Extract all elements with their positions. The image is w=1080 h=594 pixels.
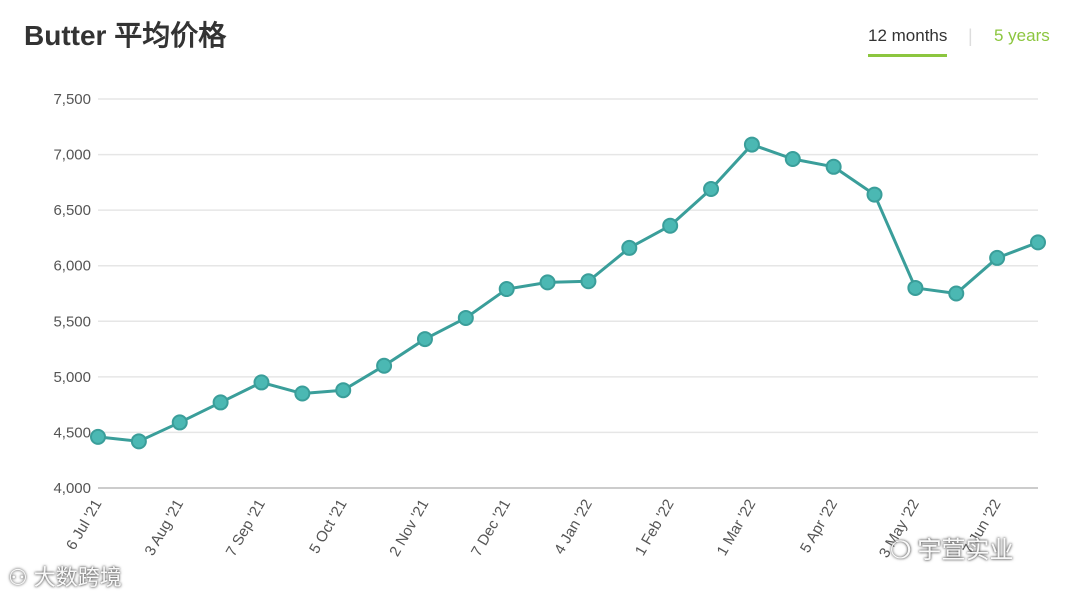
data-point[interactable] — [866, 186, 883, 203]
y-tick-label: 7,000 — [53, 147, 91, 164]
data-point[interactable] — [90, 428, 106, 445]
y-tick-label: 6,500 — [53, 202, 91, 219]
y-tick-label: 4,000 — [53, 480, 91, 497]
y-tick-label: 6,000 — [53, 258, 91, 275]
tab-12-months[interactable]: 12 months — [868, 26, 948, 57]
data-point[interactable] — [130, 433, 147, 450]
data-point[interactable] — [784, 151, 801, 168]
x-tick-label: 1 Feb '22 — [632, 497, 678, 559]
series-line — [97, 143, 1039, 443]
x-tick-label: 5 Oct '21 — [306, 497, 351, 557]
watermark-right: ❍ 宇萱实业 — [890, 536, 1014, 564]
data-point[interactable] — [376, 357, 393, 374]
wechat-icon: ❍ — [890, 536, 912, 564]
data-point[interactable] — [948, 285, 965, 302]
data-point[interactable] — [907, 279, 924, 296]
x-axis-ticks: 6 Jul '21 3 Aug '21 7 Sep '21 5 Oct '21 2 No… — [63, 496, 1005, 560]
range-tabs: 12 months | 5 years — [866, 26, 1066, 66]
y-tick-label: 7,500 — [53, 91, 91, 108]
page-title: Butter 平均价格 — [24, 20, 227, 51]
data-point[interactable] — [212, 394, 229, 411]
data-point[interactable] — [171, 414, 188, 431]
x-tick-label: 7 Sep '21 — [223, 497, 269, 560]
watermark-left: ⚇ 大数跨境 — [8, 566, 122, 591]
data-point[interactable] — [457, 309, 474, 326]
data-point[interactable] — [498, 281, 515, 298]
data-point[interactable] — [539, 274, 556, 291]
x-tick-label: 3 Aug '21 — [141, 497, 187, 559]
data-point[interactable] — [743, 136, 760, 153]
data-point[interactable] — [416, 331, 433, 348]
x-tick-label: 4 Jan '22 — [551, 497, 596, 558]
y-tick-label: 4,500 — [53, 424, 91, 441]
tab-separator: | — [968, 26, 973, 46]
data-point[interactable] — [253, 374, 270, 391]
data-point[interactable] — [825, 158, 842, 175]
y-tick-label: 5,500 — [53, 313, 91, 330]
tab-5-years[interactable]: 5 years — [994, 26, 1050, 45]
grid-lines — [98, 98, 1038, 489]
series-line — [97, 143, 1039, 443]
data-point[interactable] — [294, 385, 311, 402]
x-tick-label: 5 Apr '22 — [797, 497, 841, 556]
data-point[interactable] — [335, 382, 352, 399]
data-point[interactable] — [703, 181, 720, 198]
data-point[interactable] — [662, 217, 679, 234]
x-tick-label: 1 Mar '22 — [714, 497, 760, 559]
series-points — [90, 136, 1046, 450]
data-point[interactable] — [580, 273, 597, 290]
y-tick-label: 5,000 — [53, 369, 91, 386]
data-point[interactable] — [1030, 234, 1046, 251]
y-axis-ticks: 4,000 4,500 5,000 5,500 6,000 6,500 7,000 7,500 — [53, 91, 91, 497]
x-tick-label: 6 Jul '21 — [63, 497, 105, 553]
watermark-logo-icon: ⚇ — [8, 566, 28, 591]
data-point[interactable] — [621, 239, 638, 256]
data-point[interactable] — [989, 249, 1006, 266]
x-tick-label: 2 Nov '21 — [386, 497, 432, 560]
x-tick-label: 7 Dec '21 — [468, 497, 514, 560]
